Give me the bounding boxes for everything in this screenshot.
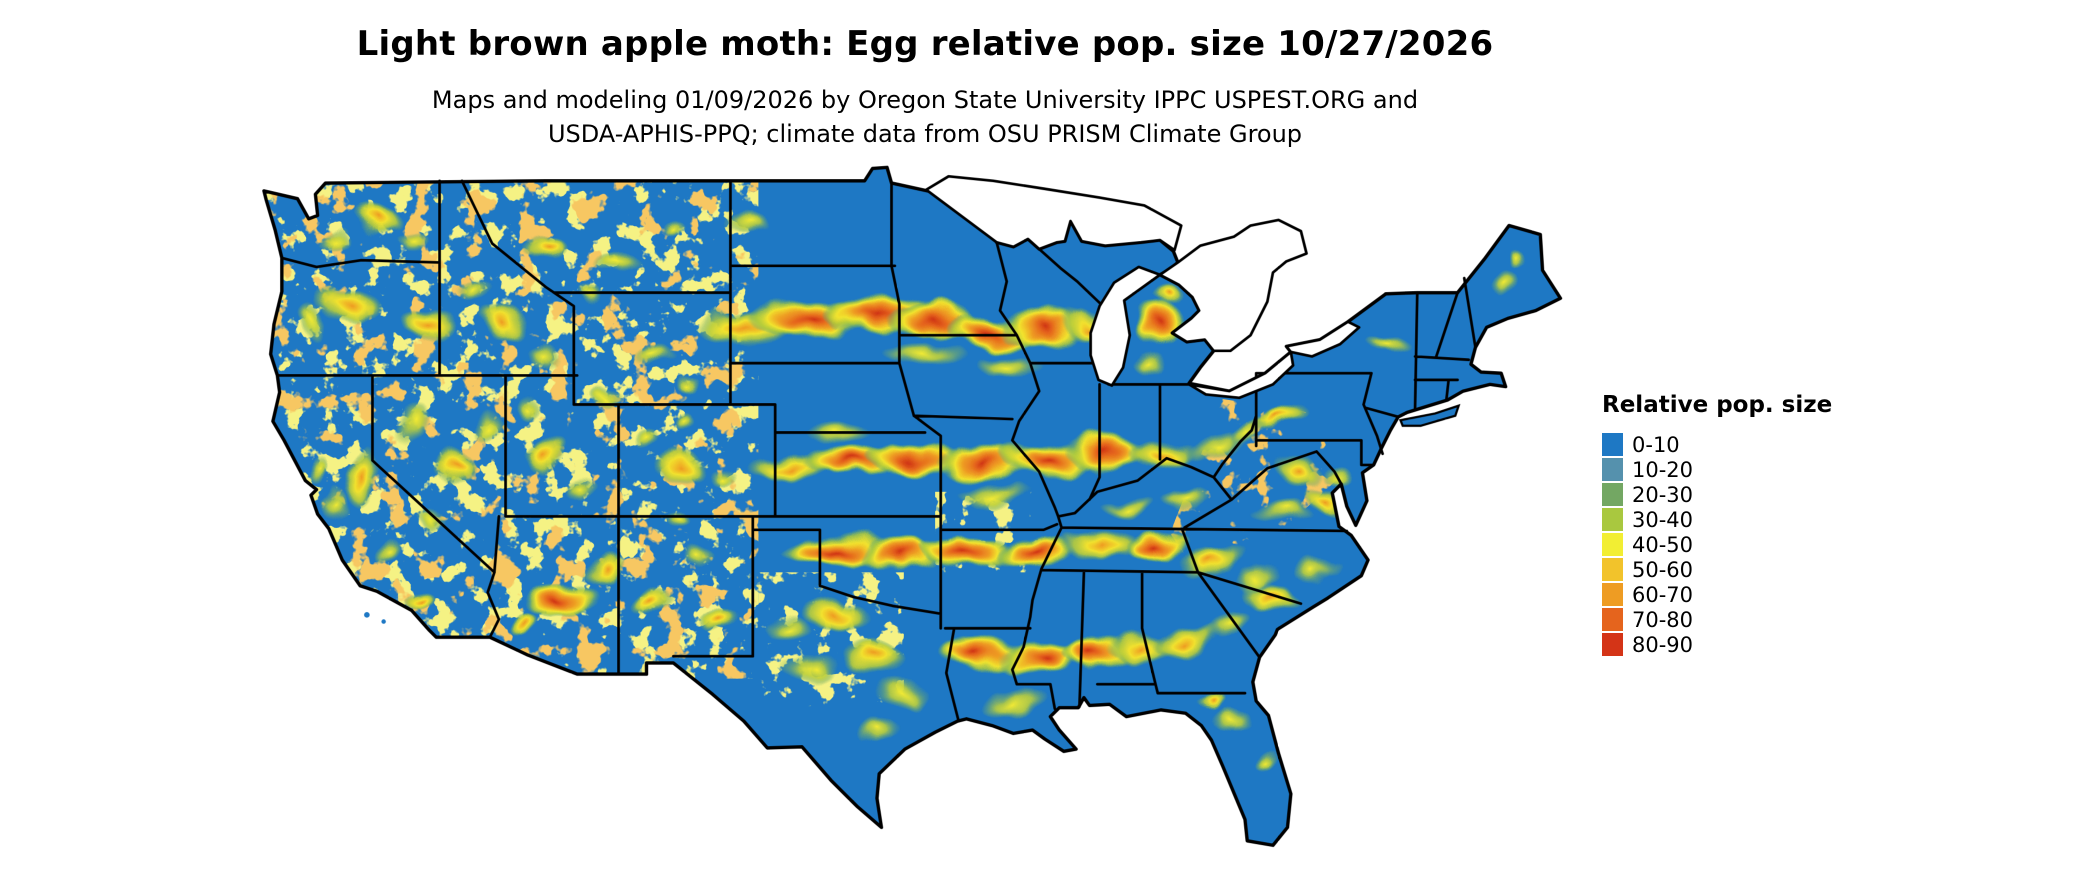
legend-swatch (1602, 558, 1623, 581)
legend: Relative pop. size 0-10 10-20 20-30 30-40 40… (1602, 392, 1862, 657)
figure-title: Light brown apple moth: Egg relative pop… (356, 24, 1494, 64)
us-map-svg (262, 165, 1563, 847)
legend-item: 20-30 (1602, 482, 1862, 507)
legend-item: 60-70 (1602, 582, 1862, 607)
legend-swatch (1602, 458, 1623, 481)
legend-item: 50-60 (1602, 557, 1862, 582)
legend-item: 70-80 (1602, 607, 1862, 632)
legend-item: 40-50 (1602, 532, 1862, 557)
legend-label: 50-60 (1632, 557, 1694, 582)
lake-huron (1158, 218, 1308, 353)
legend-swatch (1602, 483, 1623, 506)
legend-label: 20-30 (1632, 482, 1694, 507)
raster-layer (263, 167, 1561, 846)
legend-item: 0-10 (1602, 432, 1862, 457)
heat-blobs (299, 208, 1527, 772)
legend-item: 80-90 (1602, 632, 1862, 657)
legend-item: 10-20 (1602, 457, 1862, 482)
legend-swatch (1602, 508, 1623, 531)
legend-label: 70-80 (1632, 607, 1694, 632)
lake-erie (1187, 350, 1295, 400)
state-borders (276, 179, 1477, 723)
legend-title: Relative pop. size (1602, 392, 1833, 418)
legend-items: 0-10 10-20 20-30 30-40 40-50 50-60 60-70 70-80 8… (1602, 432, 1862, 657)
legend-swatch (1602, 533, 1623, 556)
channel-island (381, 619, 386, 624)
great-lakes (924, 174, 1361, 400)
figure-subtitle: Maps and modeling 01/09/2026 by Oregon S… (0, 84, 1850, 151)
lake-ontario (1285, 320, 1361, 358)
legend-label: 10-20 (1632, 457, 1694, 482)
legend-label: 80-90 (1632, 632, 1694, 657)
legend-swatch (1602, 633, 1623, 656)
figure-subtitle-line2: USDA-APHIS-PPQ; climate data from OSU PR… (547, 119, 1303, 148)
legend-swatch (1602, 608, 1623, 631)
legend-label: 0-10 (1632, 432, 1680, 457)
channel-island (364, 612, 370, 618)
legend-item: 30-40 (1602, 507, 1862, 532)
long-island (1398, 403, 1461, 427)
legend-label: 30-40 (1632, 507, 1694, 532)
lake-michigan (1089, 265, 1162, 387)
legend-label: 40-50 (1632, 532, 1694, 557)
lake-superior (924, 174, 1183, 252)
us-heatmap-map (255, 158, 1575, 886)
legend-swatch (1602, 583, 1623, 606)
legend-swatch (1602, 433, 1623, 456)
figure-subtitle-line1: Maps and modeling 01/09/2026 by Oregon S… (431, 86, 1419, 114)
legend-label: 60-70 (1632, 582, 1694, 607)
